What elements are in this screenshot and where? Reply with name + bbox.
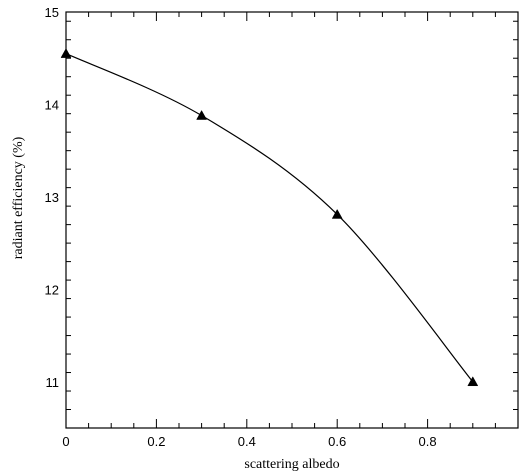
plot-frame-layer [65,11,519,429]
plot-frame [65,11,519,429]
y-tick-label: 14 [45,97,59,112]
y-tick-label: 12 [45,282,59,297]
y-axis-label: radiant efficiency (%) [11,136,26,259]
x-axis-label: scattering albedo [244,457,339,472]
data-point-marker [467,376,479,387]
data-point-marker [196,110,208,120]
x-tick-label: 0.8 [419,434,437,449]
y-tick-label: 11 [46,375,60,390]
series-layer [60,48,479,387]
tick-labels-layer: 0 0.2 0.4 0.6 0.8 11 12 13 14 15 [45,5,437,449]
x-tick-label: 0.6 [328,434,346,449]
x-tick-label: 0 [62,434,69,449]
data-point-marker [331,208,343,219]
y-tick-label: 15 [45,5,59,20]
y-tick-label: 13 [45,190,59,205]
axis-labels-layer: scattering albedo radiant efficiency (%) [11,136,340,472]
ticks-layer [65,12,519,429]
x-tick-label: 0.2 [147,434,165,449]
x-tick-label: 0.4 [238,434,256,449]
series-line [65,53,474,383]
data-point-marker [60,48,72,58]
